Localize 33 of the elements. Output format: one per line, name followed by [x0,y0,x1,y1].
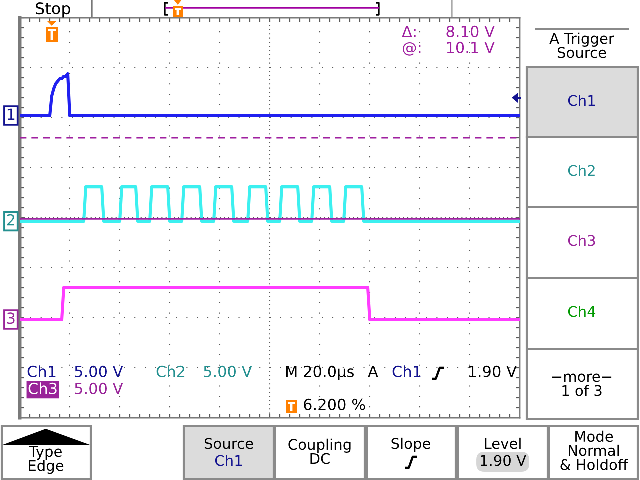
text: @: [403,42,421,56]
series-label: 1 [8,108,15,120]
text: Mode Normal & Holdoff [560,430,628,470]
text: Ch3 [568,234,596,246]
text: Ch1 [568,94,596,106]
text: 8.10 V [446,26,495,38]
series-label: 3 [7,312,15,324]
text: Ch1 [28,366,56,378]
text: 1.90 V [469,366,517,378]
text: 10.1 V [447,42,495,54]
text: 6.200 % [304,398,366,410]
text: Ch1 [392,366,421,378]
text: 5.00 V [75,366,124,378]
text: Ch4 [568,306,596,318]
text: 1.90 V [481,455,526,466]
text: Source [204,438,254,450]
text: Coupling DC [288,438,351,464]
text: 5.00 V [204,366,252,378]
text: Ch2 [156,366,185,378]
text: Type Edge [29,446,64,474]
text: Δ: [402,26,416,38]
text: Ch1 [215,454,242,466]
text: Level [485,438,521,450]
text: 5.00 V [75,382,124,394]
text: Ch2 [568,164,595,176]
text: Stop [36,2,70,18]
text: Ch3 [28,382,57,394]
text: A [368,366,378,378]
text: −more− 1 of 3 [552,374,612,396]
text: M 20.0µs [286,366,354,380]
series-label: 2 [7,214,14,226]
text: Slope [392,438,430,452]
text: A Trigger Source [550,32,614,58]
